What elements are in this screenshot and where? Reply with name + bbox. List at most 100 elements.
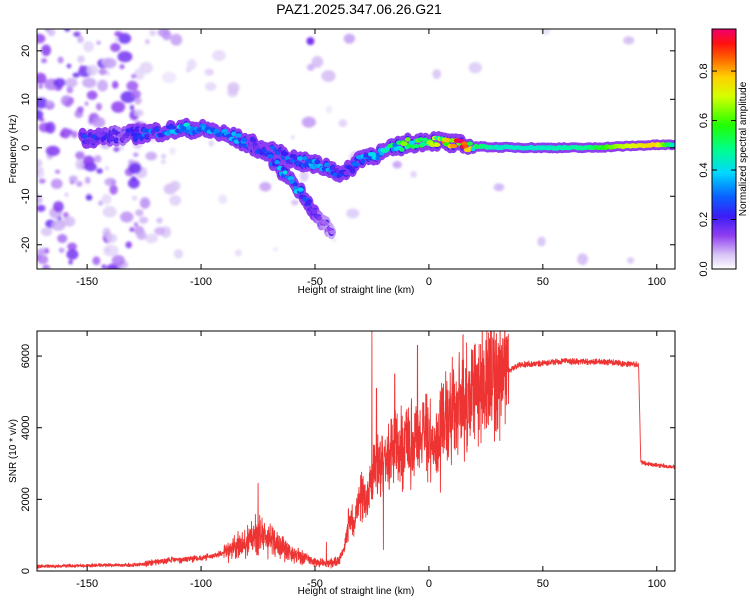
spectrogram-noise-blob: [44, 247, 50, 255]
spectrogram-noise-blob: [102, 206, 117, 218]
spectrogram-descending-branch: [246, 133, 337, 240]
spec-xtick-label: 50: [537, 276, 549, 288]
spectrogram-noise-blob: [37, 170, 40, 175]
snr-panel: -150 -100 -50 0 50 100 0 2000 4000 6000 Height of…: [8, 330, 676, 597]
spectrogram-main-ridge: [78, 117, 675, 183]
spectrogram-noise-blob: [110, 42, 121, 53]
spectrogram-blob: [306, 37, 315, 46]
spectrogram-ridge-core: [292, 186, 298, 191]
snr-xtick-label: -100: [190, 578, 212, 590]
spectrogram-ridge-core: [316, 216, 323, 221]
spectrogram-noise-blob: [64, 192, 69, 198]
spectrogram-noise-blob: [129, 104, 135, 111]
spectrogram-ridge-core: [114, 137, 119, 142]
spectrogram-ridge-core: [305, 200, 311, 205]
spec-xtick-label: -100: [190, 276, 212, 288]
spectrogram-noise-blob: [577, 253, 589, 266]
spectrogram-ridge-core: [241, 137, 247, 143]
spectrogram-ridge-core: [144, 133, 150, 138]
spectrogram-noise-blob: [343, 33, 356, 44]
spectrogram-noise-blob: [307, 63, 315, 71]
spectrogram-ridge-core: [404, 137, 411, 142]
spectrogram-ridge-core: [235, 133, 242, 138]
spec-ytick-label: 20: [20, 45, 32, 57]
spectrogram-ridge-core: [292, 182, 299, 187]
spectrogram-noise-blob: [111, 80, 119, 89]
spectrogram-noise-blob: [82, 77, 97, 89]
spectrogram-noise-blob: [125, 241, 132, 249]
spectrogram-ridge-core: [282, 170, 288, 175]
spectrogram-noise-blob: [45, 145, 61, 157]
spectrogram-noise-blob: [53, 78, 66, 88]
spec-ytick-label: 10: [20, 93, 32, 105]
spectrogram-noise-blob: [50, 178, 63, 190]
spectrogram-noise-blob: [186, 58, 197, 70]
spectrogram-noise-blob: [234, 249, 243, 257]
spectrogram-noise-blob: [145, 233, 158, 244]
spectrogram-noise-blob: [136, 230, 147, 241]
spectrogram-ridge-core: [414, 143, 420, 149]
spectrogram-ridge-core: [421, 137, 428, 142]
spectrogram-ridge-core: [363, 153, 370, 158]
spectrogram-noise-blob: [66, 85, 74, 94]
spectrogram-noise-blob: [68, 259, 73, 265]
spectrogram-noise-blob: [325, 105, 333, 114]
spectrogram-noise-blob: [92, 116, 106, 128]
spectrogram-ridge-core: [274, 159, 280, 165]
spec-ytick-label: -20: [20, 237, 32, 253]
spectrogram-ylabel: Frequency (Hz): [8, 115, 19, 184]
spectrogram-noise-blob: [95, 102, 103, 111]
spectrogram-noise-blob: [104, 177, 116, 187]
spectrogram-noise-blob: [38, 84, 44, 89]
spectrogram-ridge-core: [284, 156, 291, 161]
spectrogram-noise-blob: [76, 106, 84, 113]
spectrogram-noise-blob: [128, 162, 142, 174]
spectrogram-noise-blob: [71, 130, 78, 139]
spectrogram-noise-blob: [96, 40, 101, 45]
spectrogram-noise-blob: [58, 247, 65, 253]
spectrogram-ridge-core: [433, 142, 441, 147]
spectrogram-noise-blob: [37, 248, 45, 256]
spectrogram-ridge-core: [302, 162, 311, 168]
spectrogram-noise-blob: [204, 68, 214, 76]
spectrogram-noise-blob: [101, 264, 107, 269]
spectrogram-ridge-core: [419, 142, 427, 147]
spectrogram-ridge-core: [297, 187, 304, 192]
spectrogram-noise-blob: [86, 90, 98, 100]
snr-ytick-label: 0: [20, 568, 32, 574]
spectrogram-noise-blob: [83, 41, 94, 53]
spectrogram-noise-blob: [68, 175, 78, 183]
colorbar-tick-label: 0.2: [698, 212, 710, 227]
spectrogram-noise-blob: [149, 29, 157, 37]
snr-xtick-label: -50: [307, 578, 323, 590]
spectrogram-ridge-core: [375, 155, 380, 161]
spectrogram-ridge-core: [154, 127, 160, 132]
spectrogram-noise-blob: [101, 194, 112, 205]
spectrogram-noise-blob: [432, 69, 442, 80]
spectrogram-noise-blob: [97, 79, 109, 92]
snr-frame: [36, 330, 676, 572]
spec-xtick-label: -150: [76, 276, 98, 288]
spectrogram-ridge-core: [233, 139, 240, 144]
spectrogram-ridge-core: [343, 171, 350, 176]
spectrogram-noise-blob: [57, 234, 68, 244]
snr-marks: [37, 331, 675, 569]
colorbar-tick-label: 0.4: [698, 162, 710, 177]
spectrogram-noise-blob: [161, 71, 177, 84]
spectrogram-ridge-core: [95, 136, 100, 141]
spectrogram-noise-blob: [129, 227, 135, 232]
spectrogram-ridge-core: [466, 141, 473, 146]
spectrogram-ridge-core: [281, 151, 289, 157]
spectrogram-noise-blob: [54, 169, 61, 174]
spectrogram-noise-blob: [106, 233, 118, 243]
spectrogram-ridge-core: [250, 138, 257, 143]
spectrogram-ridge-core: [302, 156, 308, 161]
figure-title: PAZ1.2025.347.06.26.G21: [276, 1, 442, 17]
spectrogram-noise-blob: [42, 264, 51, 269]
spectrogram-noise-blob: [132, 152, 139, 158]
spectrogram-noise-blob: [131, 195, 138, 201]
spectrogram-noise-blob: [67, 242, 78, 251]
spectrogram-noise-blob: [138, 216, 149, 224]
spectrogram-noise-blob: [169, 180, 181, 192]
